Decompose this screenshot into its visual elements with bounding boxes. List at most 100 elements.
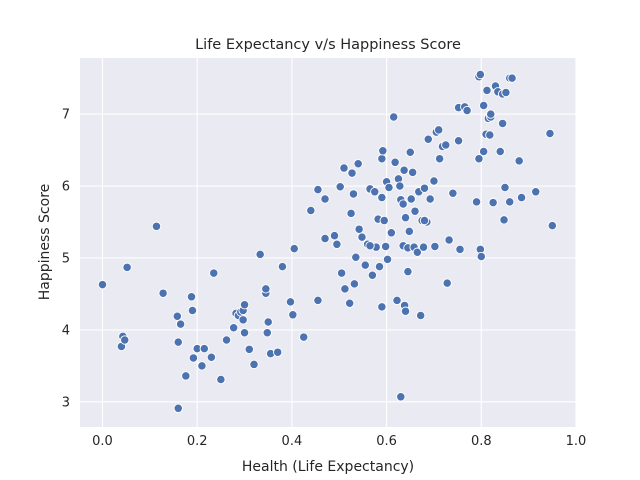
data-point xyxy=(418,242,429,252)
data-point xyxy=(346,208,356,219)
x-axis-label: Health (Life Expectancy) xyxy=(242,459,414,475)
data-point xyxy=(175,319,186,329)
data-point xyxy=(299,332,309,342)
data-point xyxy=(412,247,423,257)
data-point xyxy=(377,192,387,203)
data-point xyxy=(313,295,323,306)
data-point xyxy=(453,136,464,146)
x-tick-labels: 0.0 0.2 0.4 0.6 0.8 1.0 xyxy=(92,434,586,449)
data-point xyxy=(351,252,361,262)
data-point xyxy=(320,233,330,244)
data-point xyxy=(357,232,367,242)
data-point xyxy=(429,176,439,186)
data-point xyxy=(419,183,430,193)
y-axis-label: Happiness Score xyxy=(37,184,53,301)
data-point xyxy=(398,199,408,209)
data-point xyxy=(499,215,509,225)
data-point xyxy=(495,146,505,157)
data-point xyxy=(239,300,250,310)
data-point xyxy=(206,352,217,362)
data-point xyxy=(173,337,183,347)
data-point xyxy=(392,295,402,306)
data-point xyxy=(405,147,415,157)
data-point xyxy=(261,284,271,294)
data-point xyxy=(500,182,510,193)
data-point xyxy=(444,235,454,245)
data-point xyxy=(377,302,387,312)
data-point xyxy=(384,182,394,193)
data-point xyxy=(378,146,388,156)
y-tick-label: 3 xyxy=(62,395,70,410)
y-tick-label: 6 xyxy=(62,180,70,195)
data-point xyxy=(462,105,472,116)
data-point xyxy=(455,244,465,254)
data-point xyxy=(380,241,391,252)
data-point xyxy=(188,353,199,363)
data-point xyxy=(419,215,430,226)
data-point xyxy=(239,328,250,338)
data-point xyxy=(482,85,492,96)
data-point xyxy=(97,279,108,290)
data-point xyxy=(186,292,197,302)
data-point xyxy=(448,188,458,198)
data-point xyxy=(416,310,426,321)
data-point xyxy=(349,279,360,289)
data-point xyxy=(547,220,557,231)
x-tick-label: 0.8 xyxy=(471,434,492,449)
data-point xyxy=(396,392,406,402)
data-point xyxy=(501,87,511,98)
data-point xyxy=(476,251,486,262)
y-tick-label: 5 xyxy=(62,251,70,266)
data-point xyxy=(400,213,411,223)
data-point xyxy=(360,260,370,270)
data-point xyxy=(347,168,357,178)
chart-title: Life Expectancy v/s Happiness Score xyxy=(195,37,461,53)
data-point xyxy=(474,154,484,164)
data-point xyxy=(289,243,299,254)
x-tick-label: 0.4 xyxy=(282,434,303,449)
data-point xyxy=(238,315,248,325)
data-point xyxy=(516,192,527,203)
data-point xyxy=(400,306,411,316)
data-point xyxy=(329,231,340,241)
data-point xyxy=(221,335,232,345)
data-point xyxy=(430,241,440,252)
data-point xyxy=(475,69,486,80)
data-point xyxy=(382,254,393,265)
data-point xyxy=(122,262,132,272)
data-point xyxy=(336,268,347,278)
plot-area xyxy=(80,58,576,427)
data-point xyxy=(497,118,508,129)
data-point xyxy=(151,221,162,231)
data-point xyxy=(353,159,363,169)
data-point xyxy=(545,128,555,139)
data-point xyxy=(479,100,489,111)
data-point xyxy=(403,266,413,277)
data-point xyxy=(158,288,168,298)
data-point xyxy=(262,328,272,338)
grid-lines xyxy=(80,58,577,427)
data-point xyxy=(442,278,452,288)
data-point xyxy=(181,371,191,381)
data-point xyxy=(313,184,323,195)
data-point xyxy=(365,241,375,251)
data-point xyxy=(370,187,380,197)
data-point xyxy=(367,270,378,280)
data-point xyxy=(377,154,387,164)
data-point xyxy=(288,310,298,320)
data-point xyxy=(505,197,515,207)
data-point xyxy=(255,249,265,260)
data-point xyxy=(173,403,183,413)
y-tick-labels: 3 4 5 6 7 xyxy=(62,108,70,411)
data-point xyxy=(216,374,226,385)
data-point xyxy=(410,206,420,216)
data-point xyxy=(199,343,209,354)
data-point xyxy=(249,359,259,370)
x-tick-label: 0.0 xyxy=(92,434,113,449)
y-tick-label: 4 xyxy=(62,323,70,338)
data-point xyxy=(332,239,342,249)
data-point xyxy=(197,361,207,371)
data-point xyxy=(390,157,400,167)
data-point xyxy=(273,347,283,357)
data-point xyxy=(187,305,198,316)
